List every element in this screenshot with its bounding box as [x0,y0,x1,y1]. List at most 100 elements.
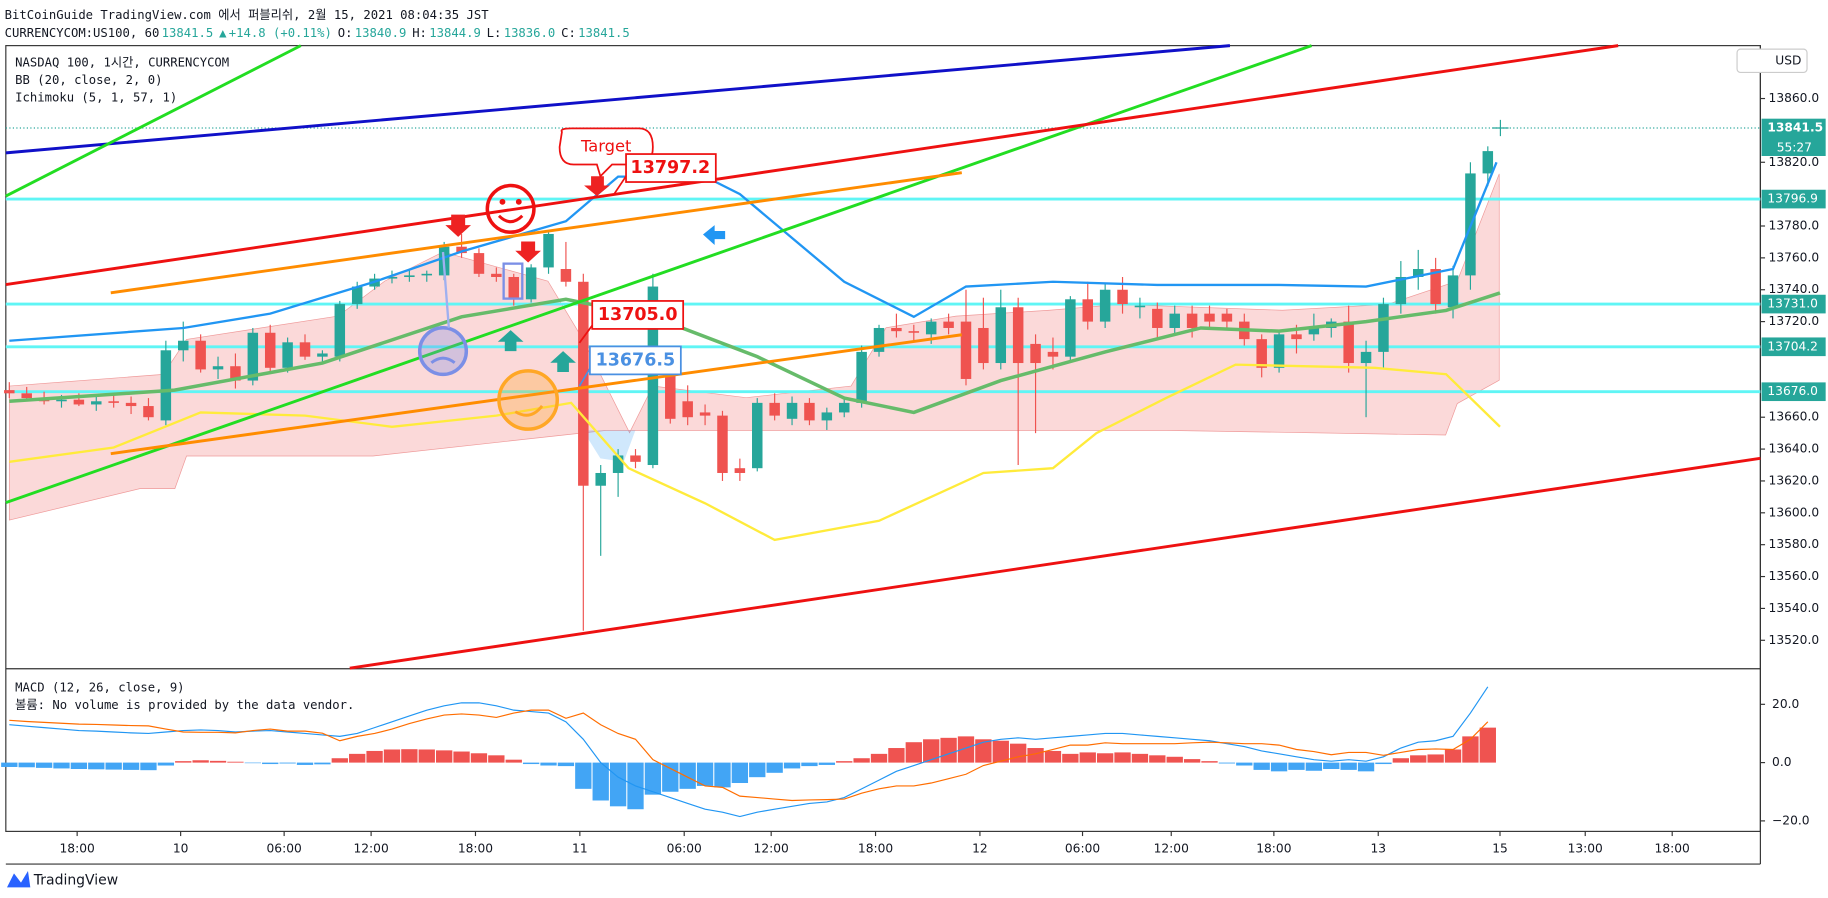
quote-part: 13836.0 [504,25,556,39]
candle-body [404,275,415,277]
candle-body [717,415,728,473]
histogram-bar [1218,762,1236,764]
candle-body [1256,339,1267,368]
legend-item: MACD (12, 26, close, 9) [15,680,184,694]
histogram-bar [1079,752,1096,763]
y-tick-label: 0.0 [1772,755,1791,769]
histogram-bar [975,739,992,763]
histogram-bar [140,762,157,771]
currency[interactable]: USD [1775,53,1801,67]
histogram-bar [609,762,627,807]
histogram-bar [1479,727,1496,763]
histogram-bar [940,737,957,763]
candle-body [1378,304,1389,352]
countdown: 55:27 [1777,140,1812,154]
last-price-label: 13841.5 [1767,121,1823,135]
histogram-bar [749,762,766,778]
trend-line [5,44,302,198]
histogram-bar [331,758,348,763]
x-tick-label: 13 [1370,841,1386,855]
histogram-bar [1236,762,1253,766]
candle-body [838,402,850,413]
quote-part: +14.8 (+0.11%) [229,25,332,39]
quote-line: CURRENCYCOM:US100, 60 13841.5 ▲ +14.8 (+0.1… [5,25,630,39]
histogram-bar [1410,755,1427,763]
histogram-bar [731,762,749,784]
y-tick-label: 13600.0 [1769,505,1820,519]
quote-part: 13841.5 [578,25,630,39]
arrow-down [584,176,610,197]
histogram-bar [1357,762,1375,772]
histogram-bar [783,762,801,769]
x-tick-label: 12:00 [353,841,388,855]
y-tick-label: 20.0 [1772,697,1799,711]
candle-body [769,402,780,416]
candle-body [386,276,398,279]
histogram-bar [1444,749,1462,763]
callout-pointer [613,175,627,195]
candle-body [752,402,763,469]
trend-line [5,44,1619,287]
page-title: BitCoinGuide TradingView.com 에서 퍼블리쉬, 2월… [5,8,490,22]
candle-body [125,402,137,407]
candle-body [56,399,67,402]
candle-body [891,327,902,332]
candle-body [1204,313,1215,322]
candle-body [560,269,572,282]
candle-body [421,273,433,276]
y-tick-label: 13860.0 [1769,91,1820,105]
histogram-bar [1288,762,1305,770]
histogram-bar [1149,755,1166,763]
level-label: 13731.0 [1767,297,1818,311]
candles [4,146,1494,631]
histogram-bar [157,762,175,766]
histogram-bar [383,749,401,763]
candle-body [1030,343,1041,364]
level-label: 13676.0 [1767,384,1818,398]
quote-part: O: [338,25,353,39]
histogram-bar [279,762,296,764]
histogram-bar [1096,753,1114,763]
callout-pointer [578,368,591,387]
candle-body [1099,289,1111,322]
candle-body [1343,321,1354,364]
trend-lines [5,44,1761,670]
last-price-badge [1761,118,1826,156]
level-label: 13796.9 [1767,192,1818,206]
candle-body [21,393,32,399]
histogram-bar [801,762,818,767]
candle-body [960,321,972,379]
candle-body [317,353,328,357]
candle-body [91,401,102,405]
level-badge [1761,382,1826,402]
level-badge [1761,337,1826,357]
histogram-bar [1340,762,1357,770]
candle-body [1012,307,1024,364]
x-tick-label: 12:00 [754,841,789,855]
histogram-bar [1,762,18,767]
histogram-bar [1201,761,1218,763]
face [497,369,560,431]
drawings: Target 13797.2 13705.0 13676.5 [417,127,726,431]
histogram-bar [262,762,279,765]
macd-pane [1,686,1496,818]
histogram-bar [35,762,53,768]
quote-part: 13844.9 [429,25,481,39]
x-tick-label: 18:00 [1256,841,1291,855]
legend-item: NASDAQ 100, 1시간, CURRENCYCOM [15,56,229,70]
histogram-bar [992,740,1009,763]
signal-line [9,709,1489,802]
x-tick-label: 18:00 [1655,841,1690,855]
arrow-down [445,214,471,237]
histogram-bar [1427,754,1444,763]
candle-body [1221,313,1233,322]
legend-item: Ichimoku (5, 1, 57, 1) [15,91,177,105]
candle-body [1308,327,1320,335]
currency-box[interactable] [1736,48,1808,74]
crosshair [1492,119,1509,137]
candle-body [665,367,676,419]
brand-logo [6,871,31,888]
x-tick-label: 13:00 [1568,841,1603,855]
histogram-bar [766,762,783,773]
candle-body [247,332,259,381]
